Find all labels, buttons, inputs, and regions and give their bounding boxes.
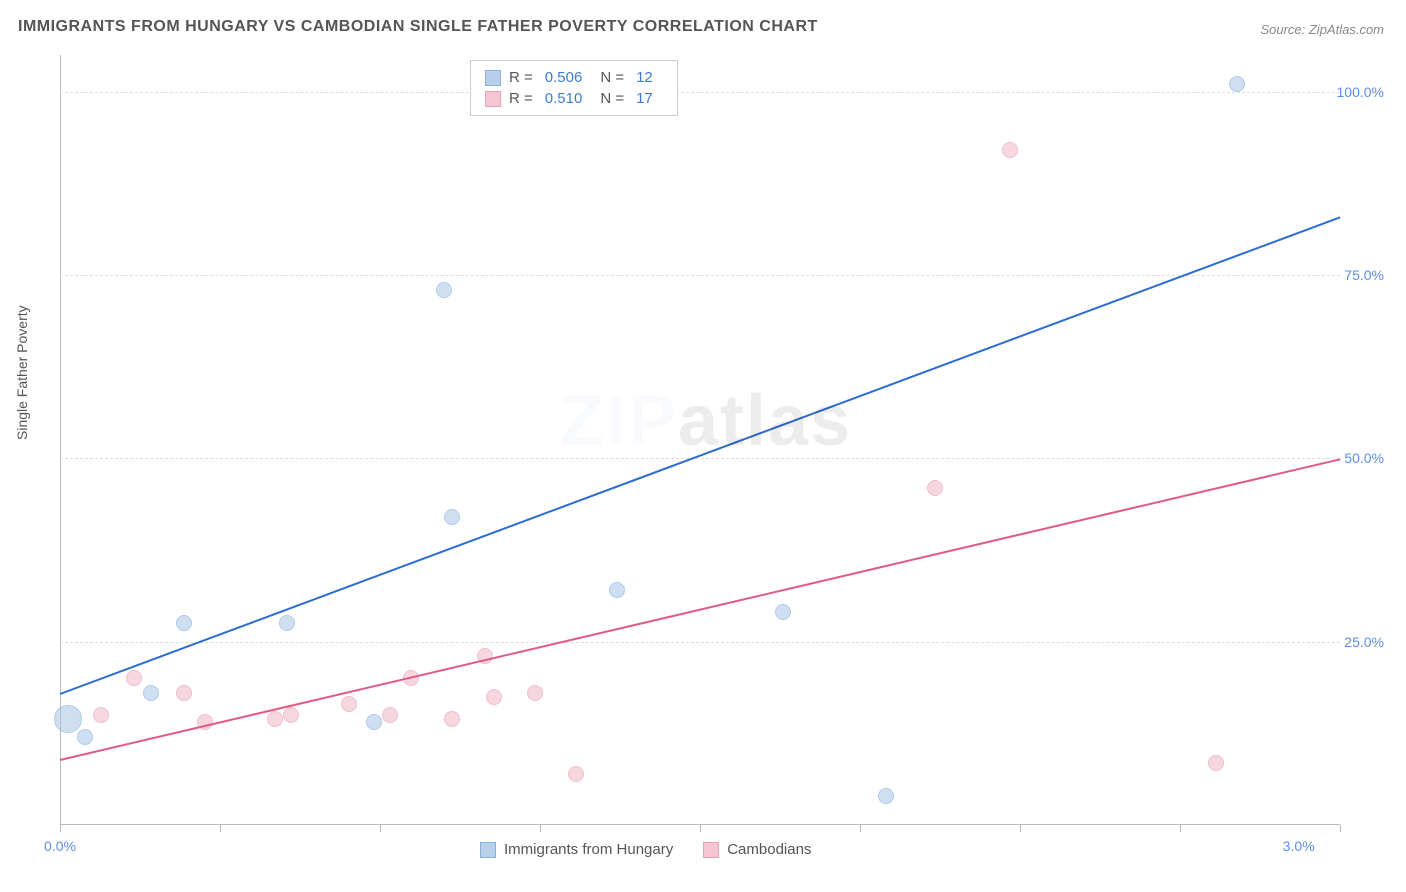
- data-point: [609, 582, 625, 598]
- legend-swatch-icon: [485, 70, 501, 86]
- x-minor-tick: [1020, 825, 1021, 832]
- x-minor-tick: [220, 825, 221, 832]
- x-tick: 3.0%: [1283, 838, 1315, 854]
- legend-correlation: R = 0.506 N = 12 R = 0.510 N = 17: [470, 60, 678, 116]
- legend-label-series1: Immigrants from Hungary: [504, 841, 673, 858]
- n-label: N =: [600, 69, 624, 86]
- legend-row-series1: R = 0.506 N = 12: [485, 67, 663, 88]
- legend-swatch-icon: [703, 842, 719, 858]
- data-point: [486, 689, 502, 705]
- n-value-series2: 17: [636, 90, 653, 107]
- legend-series: Immigrants from Hungary Cambodians: [480, 841, 811, 858]
- data-point: [366, 714, 382, 730]
- gridline: [60, 642, 1340, 643]
- data-point: [382, 707, 398, 723]
- y-axis-label: Single Father Poverty: [14, 305, 30, 440]
- data-point: [568, 766, 584, 782]
- plot-area: [60, 55, 1340, 825]
- data-point: [775, 604, 791, 620]
- gridline: [60, 458, 1340, 459]
- legend-item-series2: Cambodians: [703, 841, 811, 858]
- y-tick: 75.0%: [1344, 267, 1384, 283]
- data-point: [341, 696, 357, 712]
- y-tick: 50.0%: [1344, 450, 1384, 466]
- x-minor-tick: [380, 825, 381, 832]
- x-minor-tick: [700, 825, 701, 832]
- data-point: [176, 615, 192, 631]
- source-attribution: Source: ZipAtlas.com: [1260, 22, 1384, 37]
- x-minor-tick: [1340, 825, 1341, 832]
- data-point: [126, 670, 142, 686]
- legend-swatch-icon: [480, 842, 496, 858]
- data-point: [444, 509, 460, 525]
- data-point: [267, 711, 283, 727]
- x-minor-tick: [60, 825, 61, 832]
- x-minor-tick: [1180, 825, 1181, 832]
- data-point: [927, 480, 943, 496]
- data-point: [436, 282, 452, 298]
- n-label: N =: [600, 90, 624, 107]
- legend-label-series2: Cambodians: [727, 841, 811, 858]
- chart-title: IMMIGRANTS FROM HUNGARY VS CAMBODIAN SIN…: [18, 18, 818, 36]
- data-point: [176, 685, 192, 701]
- r-value-series2: 0.510: [545, 90, 583, 107]
- chart-container: IMMIGRANTS FROM HUNGARY VS CAMBODIAN SIN…: [0, 0, 1406, 892]
- data-point: [1002, 142, 1018, 158]
- data-point: [283, 707, 299, 723]
- x-minor-tick: [860, 825, 861, 832]
- data-point: [54, 705, 82, 733]
- y-tick: 25.0%: [1344, 634, 1384, 650]
- data-point: [143, 685, 159, 701]
- r-value-series1: 0.506: [545, 69, 583, 86]
- n-value-series1: 12: [636, 69, 653, 86]
- x-minor-tick: [540, 825, 541, 832]
- data-point: [77, 729, 93, 745]
- gridline: [60, 92, 1340, 93]
- data-point: [1208, 755, 1224, 771]
- data-point: [93, 707, 109, 723]
- y-tick: 100.0%: [1337, 84, 1384, 100]
- r-label: R =: [509, 69, 533, 86]
- data-point: [444, 711, 460, 727]
- data-point: [878, 788, 894, 804]
- x-tick: 0.0%: [44, 838, 76, 854]
- legend-item-series1: Immigrants from Hungary: [480, 841, 673, 858]
- legend-row-series2: R = 0.510 N = 17: [485, 88, 663, 109]
- legend-swatch-icon: [485, 91, 501, 107]
- gridline: [60, 275, 1340, 276]
- data-point: [527, 685, 543, 701]
- r-label: R =: [509, 90, 533, 107]
- data-point: [1229, 76, 1245, 92]
- data-point: [279, 615, 295, 631]
